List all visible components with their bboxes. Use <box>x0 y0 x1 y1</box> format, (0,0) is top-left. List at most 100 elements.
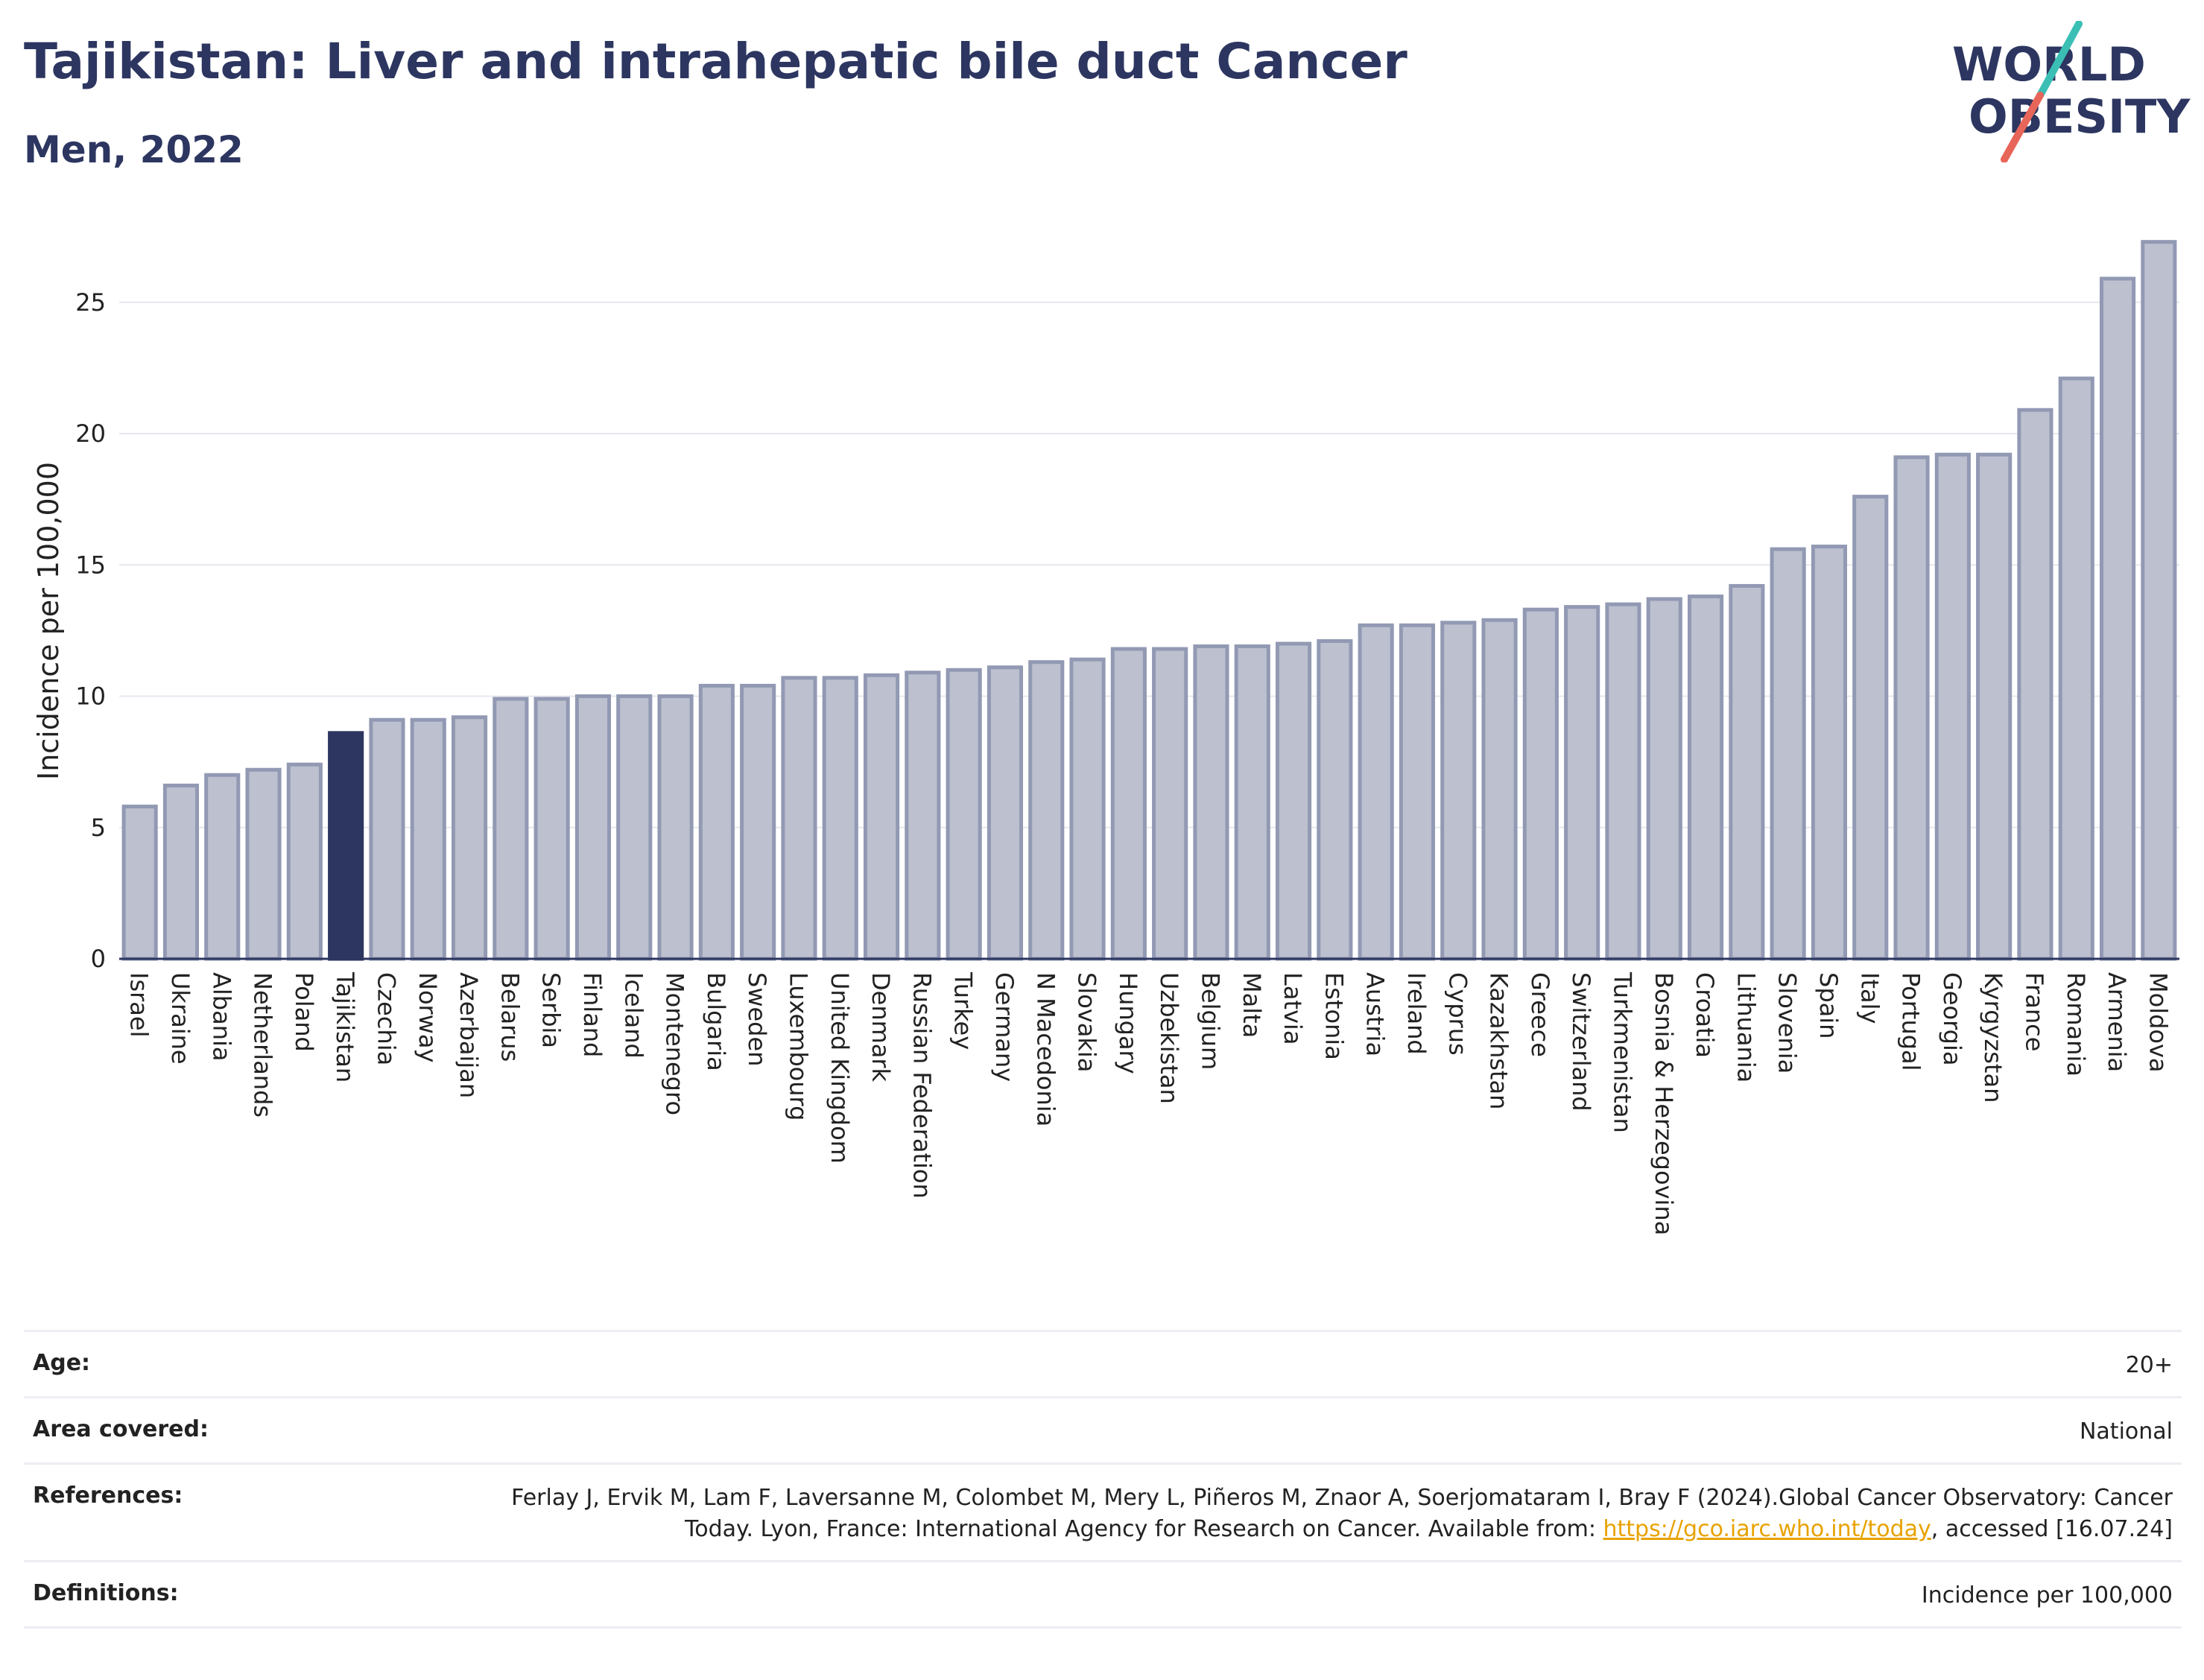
bar <box>1028 660 1065 961</box>
bar <box>286 762 323 961</box>
x-tick-label: Belgium <box>1196 972 1224 1070</box>
bar <box>1275 641 1312 961</box>
x-tick-label: Uzbekistan <box>1155 972 1183 1104</box>
bar <box>1193 644 1229 961</box>
bar <box>1399 623 1436 961</box>
chart-subtitle: Men, 2022 <box>24 128 244 171</box>
meta-references-value: Ferlay J, Ervik M, Lam F, Laversanne M, … <box>459 1483 2173 1545</box>
x-tick-label: Malta <box>1238 972 1266 1038</box>
x-tick-label: Tajikistan <box>331 971 359 1083</box>
y-tick-label: 15 <box>75 551 106 579</box>
bar <box>204 773 241 961</box>
x-tick-label: Ireland <box>1402 972 1431 1055</box>
y-tick-label: 25 <box>75 288 106 317</box>
x-tick-label: Turkey <box>949 971 978 1050</box>
x-tick-label: Georgia <box>1938 972 1966 1065</box>
x-tick-label: Slovenia <box>1773 972 1802 1074</box>
bar <box>369 717 405 961</box>
bar <box>1893 455 1930 961</box>
bar <box>616 694 653 961</box>
x-tick-label: Latvia <box>1279 972 1307 1045</box>
logo-slash-red <box>2001 92 2044 162</box>
bar <box>781 676 817 961</box>
bar <box>328 731 364 961</box>
x-tick-label: Bulgaria <box>702 972 730 1071</box>
x-tick-label: Switzerland <box>1567 972 1595 1112</box>
x-tick-label: Croatia <box>1691 972 1719 1058</box>
bar <box>1770 547 1806 961</box>
x-tick-label: Armenia <box>2103 972 2131 1072</box>
bar <box>905 671 941 961</box>
references-accessed: , accessed [16.07.24] <box>1931 1516 2173 1542</box>
bar <box>987 665 1024 961</box>
bar <box>493 697 529 961</box>
bar-chart: 0 5 10 15 20 25 Incidence per 100,000 Israel Ukr… <box>32 240 2179 1235</box>
references-link[interactable]: https://gco.iarc.who.int/today <box>1603 1516 1931 1542</box>
x-tick-label: Azerbaijan <box>455 972 483 1098</box>
bar <box>2099 276 2136 961</box>
x-tick-label: Israel <box>125 972 153 1037</box>
bar <box>162 783 200 961</box>
y-tick-label: 20 <box>75 419 106 448</box>
x-tick-label: Romania <box>2062 972 2090 1077</box>
bar <box>451 715 488 961</box>
bar <box>1317 638 1353 961</box>
bar <box>1646 597 1682 961</box>
bar <box>2141 240 2177 961</box>
x-tick-label: Kazakhstan <box>1485 972 1513 1109</box>
meta-row-area: Area covered: National <box>24 1396 2182 1462</box>
x-tick-label: Bosnia & Herzegovina <box>1650 972 1678 1235</box>
bar <box>1234 644 1270 961</box>
bar <box>1976 452 2013 961</box>
world-obesity-logo: WORLD OBESITY <box>1952 21 2191 162</box>
x-tick-label: Belarus <box>495 972 524 1062</box>
bar <box>1110 647 1147 961</box>
bar <box>121 805 158 961</box>
meta-area-label: Area covered: <box>33 1416 209 1442</box>
meta-definitions-label: Definitions: <box>33 1580 179 1606</box>
bar <box>1564 605 1600 961</box>
meta-area-value: National <box>2079 1419 2173 1445</box>
x-tick-label: Austria <box>1361 972 1390 1056</box>
x-tick-label: Germany <box>990 972 1019 1082</box>
bar <box>1852 495 1889 961</box>
x-tick-label: Turkmenistan <box>1608 971 1636 1133</box>
y-axis-title: Incidence per 100,000 <box>32 462 65 780</box>
y-tick-label: 5 <box>91 814 106 842</box>
x-tick-label: Italy <box>1855 972 1884 1024</box>
meta-age-value: 20+ <box>2125 1352 2173 1378</box>
x-tick-label: Ukraine <box>166 972 194 1065</box>
bar <box>533 697 570 961</box>
bar <box>1481 618 1518 961</box>
bar <box>2017 408 2053 961</box>
x-tick-label: Netherlands <box>249 972 277 1118</box>
x-tick-label: Cyprus <box>1443 972 1472 1056</box>
chart-title: Tajikistan: Liver and intrahepatic bile … <box>24 33 1407 90</box>
x-tick-label: Denmark <box>867 972 895 1083</box>
x-tick-label: Estonia <box>1320 972 1348 1060</box>
bar <box>946 668 982 961</box>
meta-row-definitions: Definitions: Incidence per 100,000 <box>24 1560 2182 1629</box>
logo-word-obesity: OBESITY <box>1969 89 2191 144</box>
x-tick-label: Luxembourg <box>784 972 812 1120</box>
x-tick-label: Greece <box>1526 972 1554 1057</box>
x-tick-label: Spain <box>1814 972 1843 1039</box>
meta-references-label: References: <box>33 1483 183 1509</box>
bar <box>1729 583 1765 961</box>
x-tick-label: Norway <box>414 972 442 1062</box>
metadata-table: Age: 20+ Area covered: National Referenc… <box>24 1330 2182 1629</box>
x-tick-label: Finland <box>578 972 607 1057</box>
x-tick-label: Albania <box>207 972 235 1061</box>
references-text: Ferlay J, Ervik M, Lam F, Laversanne M, … <box>511 1485 2173 1542</box>
bar <box>1358 623 1394 961</box>
x-tick-label: France <box>2020 972 2048 1051</box>
bar <box>1811 545 1848 961</box>
logo-slash-teal <box>2036 21 2083 99</box>
x-tick-label: United Kingdom <box>826 972 854 1164</box>
x-tick-label: Portugal <box>1897 972 1925 1071</box>
meta-age-label: Age: <box>33 1350 91 1376</box>
y-tick-label: 10 <box>75 682 106 711</box>
bar <box>1687 595 1724 961</box>
x-tick-label: Moldova <box>2144 972 2172 1073</box>
x-tick-label: Iceland <box>619 972 647 1059</box>
